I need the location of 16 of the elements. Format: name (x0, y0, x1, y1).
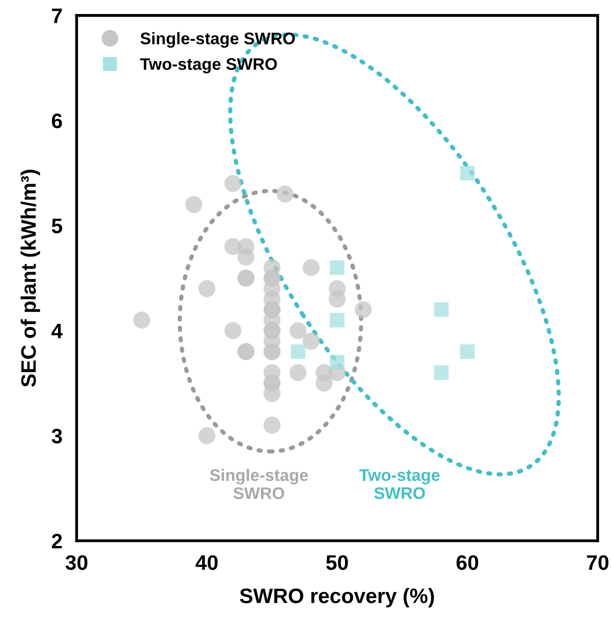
y-tick-label: 7 (52, 8, 62, 23)
y-tick-label: 4 (51, 324, 63, 338)
y-tick-label: 6 (52, 114, 62, 128)
y-axis-title: SEC of plant (kWh/m³) (20, 170, 40, 387)
y-tick-label: 3 (52, 428, 62, 444)
y-tick-label: 5 (52, 218, 62, 234)
legend-label: Two-stage SWRO (140, 58, 277, 74)
x-tick-label: 60 (456, 555, 478, 570)
x-axis-title: SWRO recovery (%) (240, 588, 434, 608)
x-tick-label: 30 (66, 555, 88, 570)
annotation: Two-stage SWRO (359, 469, 440, 500)
x-tick-label: 70 (586, 555, 608, 570)
annotation: Single-stage SWRO (210, 468, 308, 500)
x-tick-label: 40 (196, 555, 218, 570)
y-tick-label: 2 (52, 534, 62, 548)
x-tick-label: 50 (326, 555, 348, 570)
